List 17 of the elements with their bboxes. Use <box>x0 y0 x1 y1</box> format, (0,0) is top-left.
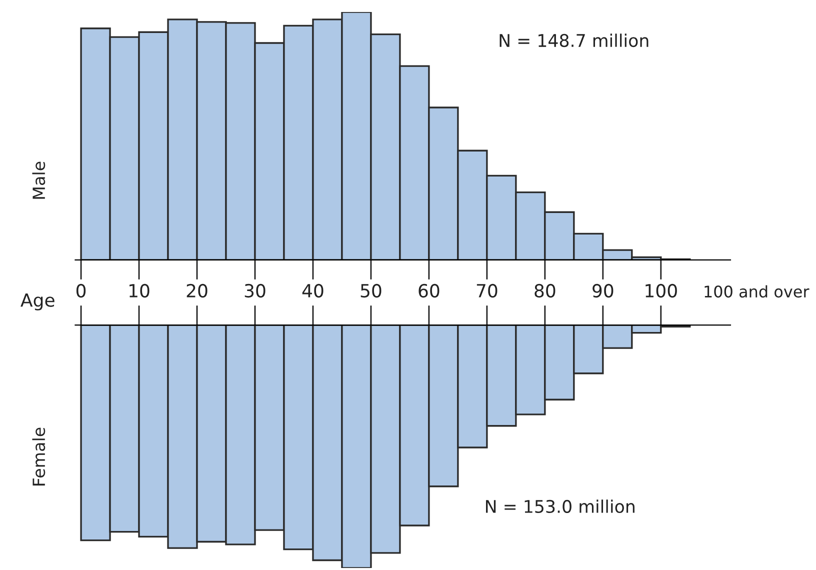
x-tick-label: 20 <box>186 284 208 298</box>
x-tick-label: 30 <box>244 284 266 298</box>
x-axis-title: Age <box>20 294 54 310</box>
annotation: N = 153.0 million <box>486 500 634 514</box>
x-tick-label: 100 <box>646 284 677 298</box>
x-tick-label: 90 <box>592 284 614 298</box>
x-tick-label: 0 <box>76 284 86 298</box>
x-tick-label: 80 <box>534 284 556 298</box>
x-tick-label: 60 <box>418 284 440 298</box>
text: 100 and over <box>704 285 810 298</box>
y-axis-title: Female <box>32 428 46 486</box>
x-tick-label: 50 <box>360 284 382 298</box>
annotation: N = 148.7 million <box>500 34 648 48</box>
y-axis-title: Male <box>32 162 46 199</box>
x-tick-label: 10 <box>130 284 150 298</box>
x-tick-label: 70 <box>476 284 498 298</box>
x-tick-label: 40 <box>302 284 324 298</box>
